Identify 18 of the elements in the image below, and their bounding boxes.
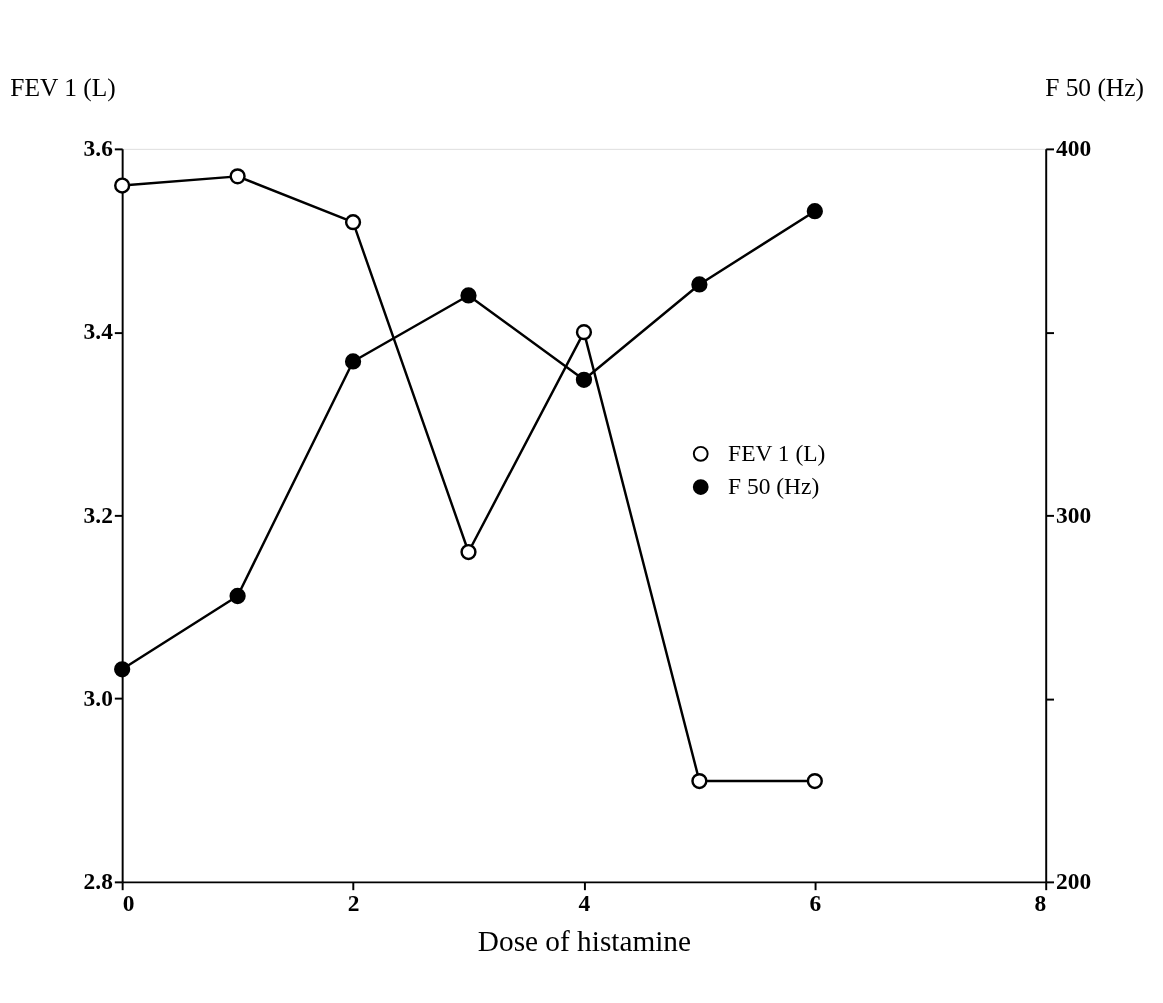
y2-tick-label: 300 <box>1055 501 1092 528</box>
x-tick-label: 4 <box>578 889 591 916</box>
y-tick-label: 3.2 <box>83 501 113 528</box>
x-tick-label: 8 <box>1034 889 1047 916</box>
y-tick-label: 3.6 <box>83 135 114 162</box>
y2-tick-label: 400 <box>1055 135 1092 162</box>
y2-axis-title: F 50 (Hz) <box>1045 72 1144 102</box>
legend-label: FEV 1 (L) <box>728 439 826 466</box>
x-tick-label: 6 <box>809 889 822 916</box>
y-axis-title: FEV 1 (L) <box>10 72 116 102</box>
y-tick-label: 2.8 <box>83 868 113 895</box>
y-tick-label: 3.4 <box>83 318 114 345</box>
y2-tick-label: 200 <box>1055 868 1092 895</box>
x-axis-title: Dose of histamine <box>477 924 692 957</box>
x-tick-label: 0 <box>122 889 135 916</box>
y-tick-label: 3.0 <box>83 684 113 711</box>
x-tick-label: 2 <box>347 889 360 916</box>
legend-label: F 50 (Hz) <box>728 472 820 499</box>
